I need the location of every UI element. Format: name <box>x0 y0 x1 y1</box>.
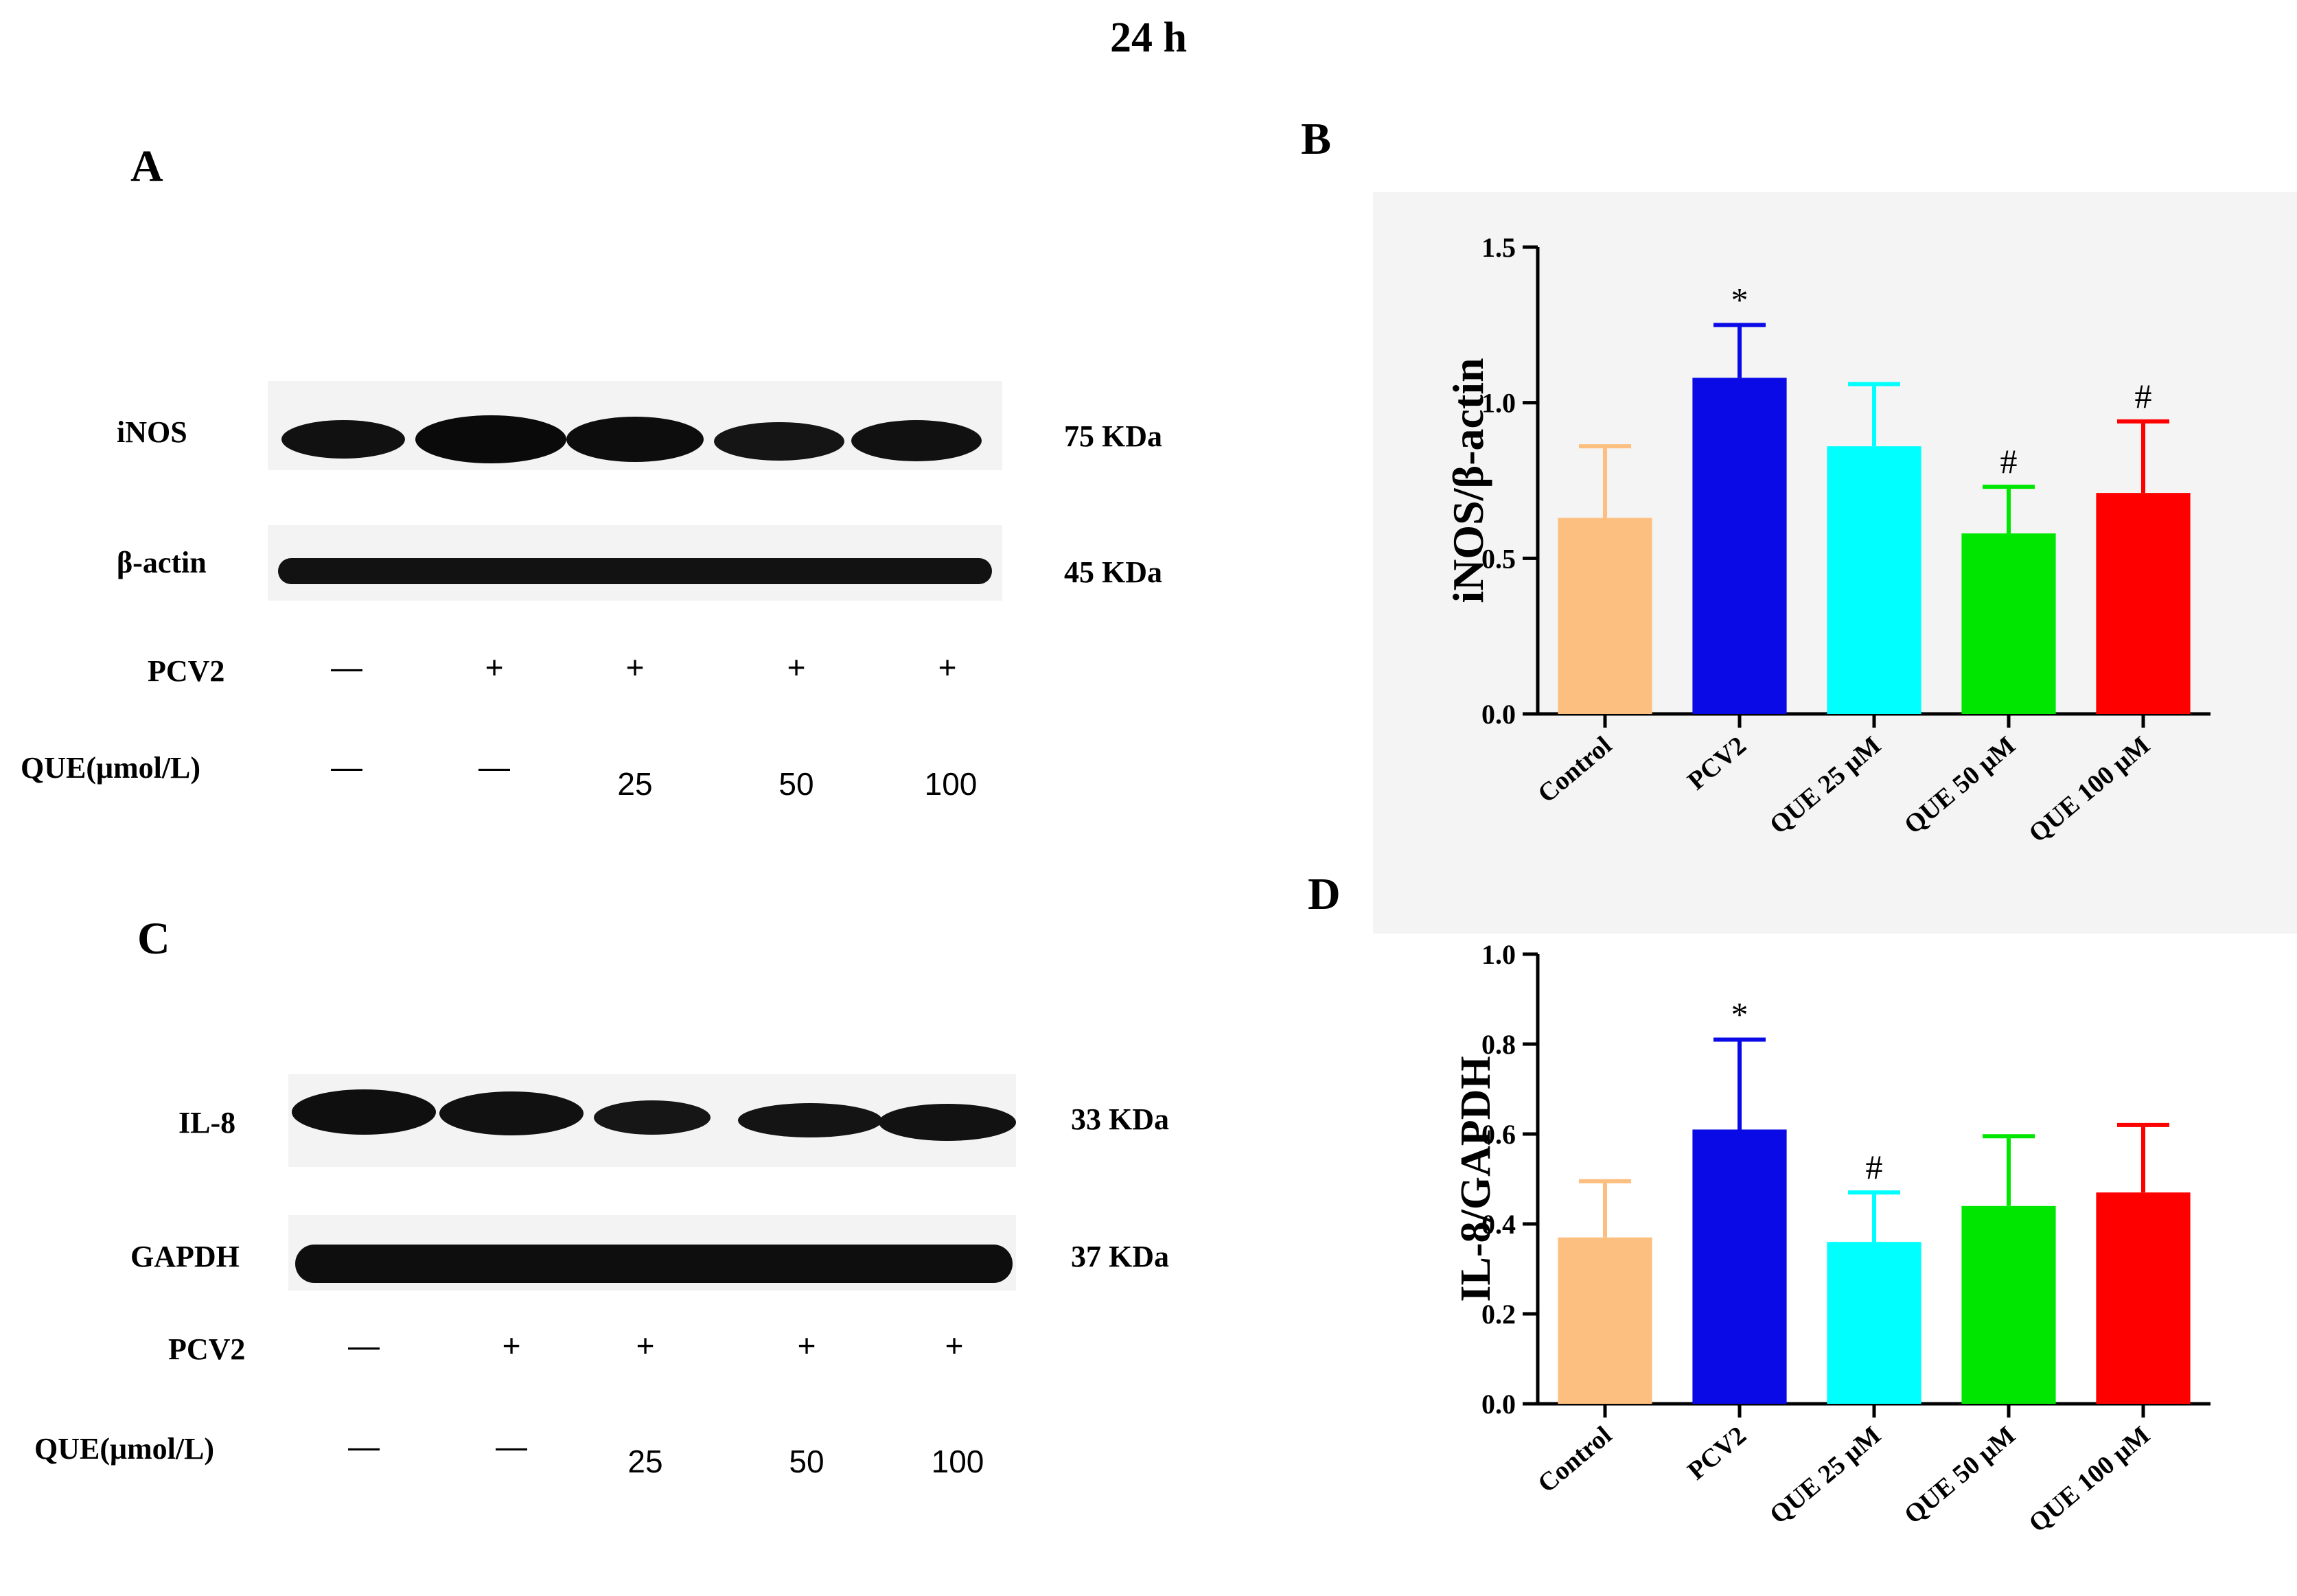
pcv2-value-c-4: + <box>797 1328 816 1363</box>
band-il8-2 <box>439 1091 584 1135</box>
band-beta-actin <box>278 558 992 584</box>
band-il8-1 <box>292 1089 436 1135</box>
blot-bands-c <box>292 1089 1016 1283</box>
chart-d-category-label-2: PCV2 <box>1682 1421 1751 1486</box>
chart-d-y-axis-label: IL-8/GAPDH <box>1453 1056 1499 1302</box>
chart-b-annotation-5: # <box>2135 377 2152 415</box>
band-inos-1 <box>281 420 405 459</box>
chart-d-annotation-2: * <box>1731 995 1748 1033</box>
band-size-gapdh: 37 KDa <box>1071 1240 1169 1273</box>
panel-letter-d: D <box>1308 869 1341 919</box>
chart-b-annotation-4: # <box>2000 442 2018 481</box>
band-label-gapdh: GAPDH <box>130 1240 240 1273</box>
que-value-a-2: — <box>478 749 510 785</box>
band-gapdh <box>295 1245 1013 1283</box>
chart-d-bar-5 <box>2096 1192 2191 1404</box>
que-value-a-5: 100 <box>924 766 978 802</box>
chart-d-ytick-label: 0.0 <box>1481 1389 1516 1420</box>
chart-d-ytick-label: 0.2 <box>1481 1299 1516 1330</box>
band-il8-3 <box>594 1100 711 1135</box>
band-inos-2 <box>415 415 566 463</box>
chart-b-ytick-label: 1.5 <box>1481 232 1516 263</box>
que-value-a-3: 25 <box>617 766 653 802</box>
chart-d-bar-4 <box>1961 1205 2056 1404</box>
pcv2-value-a-2: + <box>485 649 504 685</box>
chart-b-ytick-label: 0.5 <box>1481 543 1516 574</box>
chart-d-annotation-3: # <box>1866 1148 1883 1186</box>
treatment-label-que-a: QUE(μmol/L) <box>21 751 201 785</box>
band-inos-3 <box>566 417 704 462</box>
pcv2-value-c-2: + <box>502 1328 521 1363</box>
pcv2-value-a-3: + <box>625 649 645 685</box>
chart-d-ytick-label: 1.0 <box>1481 939 1516 970</box>
que-value-a-1: — <box>331 749 362 785</box>
pcv2-value-c-1: — <box>348 1328 380 1363</box>
band-il8-5 <box>879 1104 1016 1141</box>
que-value-c-1: — <box>348 1429 380 1464</box>
band-size-il8: 33 KDa <box>1071 1102 1169 1136</box>
chart-d-bar-1 <box>1558 1237 1652 1404</box>
pcv2-value-a-5: + <box>938 649 957 685</box>
que-value-a-4: 50 <box>778 766 814 802</box>
pcv2-value-a-4: + <box>787 649 806 685</box>
band-label-beta-actin: β-actin <box>117 546 207 579</box>
chart-b-ytick-label: 0.0 <box>1481 699 1516 730</box>
chart-d-category-label-3: QUE 25 μM <box>1764 1421 1886 1530</box>
band-inos-5 <box>851 420 982 461</box>
chart-b-bar-2 <box>1692 378 1787 714</box>
blot-bands-a <box>278 415 992 584</box>
chart-b-bar-4 <box>1961 533 2056 714</box>
pcv2-value-c-5: + <box>945 1328 964 1363</box>
chart-d-ytick-label: 0.8 <box>1481 1029 1516 1060</box>
treatment-label-que-c: QUE(μmol/L) <box>34 1432 215 1466</box>
que-value-c-2: — <box>496 1429 527 1464</box>
band-size-beta-actin: 45 KDa <box>1064 555 1162 589</box>
chart-d-ytick-label: 0.4 <box>1481 1209 1516 1240</box>
panel-letter-b: B <box>1301 114 1332 164</box>
panel-letter-c: C <box>137 914 170 964</box>
chart-b-annotation-2: * <box>1731 280 1748 319</box>
chart-d-ytick-label: 0.6 <box>1481 1119 1516 1150</box>
band-il8-4 <box>738 1103 882 1137</box>
chart-d-category-label-4: QUE 50 μM <box>1899 1421 2021 1530</box>
treatment-label-pcv2-c: PCV2 <box>168 1332 246 1366</box>
treatment-label-pcv2-a: PCV2 <box>148 654 225 688</box>
band-label-il8: IL-8 <box>178 1106 236 1140</box>
chart-b-bar-3 <box>1827 446 1921 714</box>
band-size-inos: 75 KDa <box>1064 419 1162 453</box>
chart-b-ytick-label: 1.0 <box>1481 388 1516 419</box>
que-value-c-4: 50 <box>789 1444 824 1479</box>
pcv2-value-a-1: — <box>331 649 362 685</box>
chart-b-bar-5 <box>2096 493 2191 714</box>
chart-b-bar-1 <box>1558 518 1652 714</box>
que-value-c-5: 100 <box>931 1444 984 1479</box>
band-inos-4 <box>714 422 844 461</box>
chart-d-bar-2 <box>1692 1129 1787 1404</box>
band-label-inos: iNOS <box>117 415 187 449</box>
figure-title: 24 h <box>1110 14 1187 61</box>
chart-b-y-axis-label: iNOS/β-actin <box>1444 358 1492 603</box>
chart-d-bar-3 <box>1827 1242 1921 1404</box>
pcv2-value-c-3: + <box>636 1328 655 1363</box>
que-value-c-3: 25 <box>627 1444 663 1479</box>
panel-letter-a: A <box>130 141 163 192</box>
chart-d-category-label-5: QUE 100 μM <box>2024 1421 2156 1538</box>
chart-d-category-label-1: Control <box>1532 1421 1617 1499</box>
